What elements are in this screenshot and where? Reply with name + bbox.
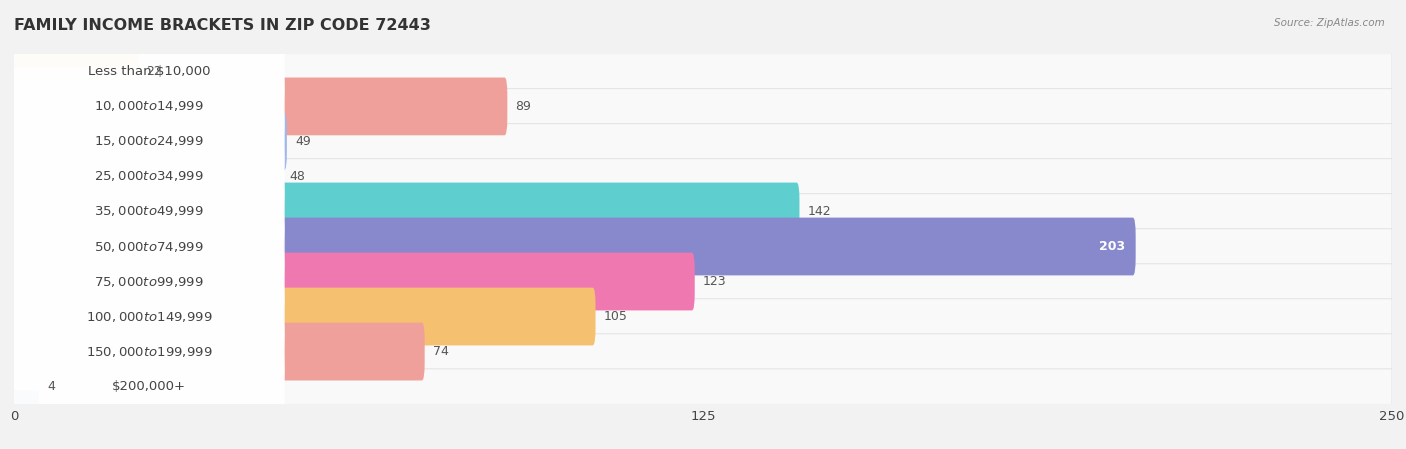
FancyBboxPatch shape	[14, 264, 1392, 299]
FancyBboxPatch shape	[11, 138, 284, 215]
FancyBboxPatch shape	[14, 54, 1392, 89]
FancyBboxPatch shape	[11, 358, 39, 415]
Text: 49: 49	[295, 135, 311, 148]
Text: 105: 105	[603, 310, 627, 323]
FancyBboxPatch shape	[14, 194, 1392, 229]
FancyBboxPatch shape	[11, 68, 284, 145]
Text: $200,000+: $200,000+	[112, 380, 186, 393]
Text: 4: 4	[48, 380, 55, 393]
FancyBboxPatch shape	[11, 103, 284, 180]
FancyBboxPatch shape	[14, 334, 1392, 369]
FancyBboxPatch shape	[11, 313, 284, 390]
FancyBboxPatch shape	[11, 183, 800, 240]
FancyBboxPatch shape	[11, 33, 284, 110]
FancyBboxPatch shape	[11, 278, 284, 355]
Text: $50,000 to $74,999: $50,000 to $74,999	[94, 239, 204, 254]
Text: $10,000 to $14,999: $10,000 to $14,999	[94, 99, 204, 114]
FancyBboxPatch shape	[11, 218, 1136, 275]
Text: 123: 123	[703, 275, 727, 288]
Text: $15,000 to $24,999: $15,000 to $24,999	[94, 134, 204, 149]
Text: 89: 89	[516, 100, 531, 113]
FancyBboxPatch shape	[11, 243, 284, 320]
FancyBboxPatch shape	[11, 253, 695, 310]
FancyBboxPatch shape	[11, 288, 596, 345]
Text: 203: 203	[1098, 240, 1125, 253]
FancyBboxPatch shape	[11, 173, 284, 250]
FancyBboxPatch shape	[14, 159, 1392, 194]
FancyBboxPatch shape	[14, 229, 1392, 264]
Text: Source: ZipAtlas.com: Source: ZipAtlas.com	[1274, 18, 1385, 28]
FancyBboxPatch shape	[11, 348, 284, 425]
Text: Less than $10,000: Less than $10,000	[87, 65, 211, 78]
FancyBboxPatch shape	[14, 299, 1392, 334]
Text: $35,000 to $49,999: $35,000 to $49,999	[94, 204, 204, 219]
FancyBboxPatch shape	[11, 208, 284, 285]
Text: $150,000 to $199,999: $150,000 to $199,999	[86, 344, 212, 359]
Text: 74: 74	[433, 345, 449, 358]
FancyBboxPatch shape	[14, 124, 1392, 159]
Text: $100,000 to $149,999: $100,000 to $149,999	[86, 309, 212, 324]
Text: FAMILY INCOME BRACKETS IN ZIP CODE 72443: FAMILY INCOME BRACKETS IN ZIP CODE 72443	[14, 18, 430, 33]
FancyBboxPatch shape	[11, 323, 425, 380]
FancyBboxPatch shape	[14, 89, 1392, 124]
FancyBboxPatch shape	[14, 369, 1392, 404]
FancyBboxPatch shape	[11, 113, 287, 170]
Text: $25,000 to $34,999: $25,000 to $34,999	[94, 169, 204, 184]
FancyBboxPatch shape	[11, 78, 508, 135]
Text: 142: 142	[807, 205, 831, 218]
Text: 22: 22	[146, 65, 162, 78]
Text: $75,000 to $99,999: $75,000 to $99,999	[94, 274, 204, 289]
FancyBboxPatch shape	[11, 148, 281, 205]
FancyBboxPatch shape	[11, 43, 138, 100]
Text: 48: 48	[290, 170, 305, 183]
